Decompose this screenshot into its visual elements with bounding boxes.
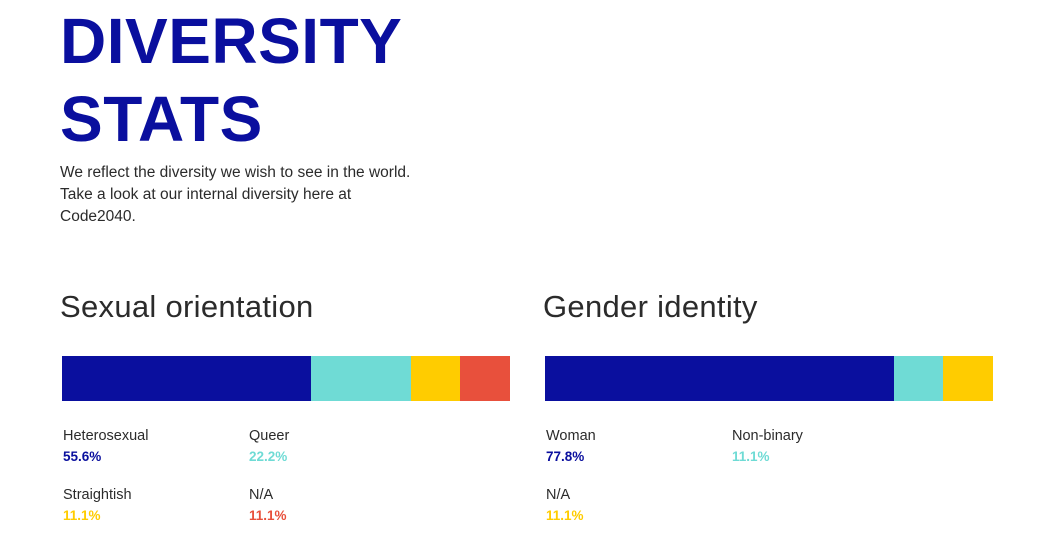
bar-segment-woman [545,356,894,401]
legend-value: 11.1% [249,508,287,523]
legend-item-heterosexual: Heterosexual 55.6% [63,427,243,466]
bar-segment-heterosexual [62,356,312,401]
page-title-line-1: DIVERSITY [60,5,403,77]
legend-label: Woman [546,428,596,444]
legend-item-na: N/A 11.1% [546,486,726,525]
intro-text: We reflect the diversity we wish to see … [60,164,411,225]
bar-segment-queer [311,356,411,401]
gender-identity-legend: Woman 77.8% Non-binary 11.1% N/A 11.1% [546,427,926,537]
legend-label: Queer [249,428,290,444]
legend-label: Heterosexual [63,428,149,444]
gender-identity-section: Gender identity Woman 77.8% Non-binary 1… [543,284,993,523]
page-title-line-2: STATS [60,83,263,155]
legend-label: Straightish [63,487,132,503]
bar-segment-na [943,356,993,401]
legend-label: N/A [546,487,571,503]
legend-label: N/A [249,487,274,503]
legend-value: 22.2% [249,449,288,464]
sexual-orientation-bar [62,356,510,401]
legend-item-queer: Queer 22.2% [249,427,429,466]
sexual-orientation-heading: Sexual orientation [60,289,314,324]
sexual-orientation-legend: Heterosexual 55.6% Queer 22.2% Straighti… [63,427,443,537]
gender-identity-heading: Gender identity [543,289,758,324]
legend-value: 11.1% [732,449,770,464]
legend-value: 55.6% [63,449,102,464]
bar-segment-non-binary [893,356,944,401]
legend-value: 11.1% [546,508,584,523]
bar-segment-na [460,356,510,401]
legend-item-woman: Woman 77.8% [546,427,726,466]
legend-item-non-binary: Non-binary 11.1% [732,427,912,466]
page-title: DIVERSITY STATS [60,2,402,158]
legend-item-na: N/A 11.1% [249,486,429,525]
sexual-orientation-section: Sexual orientation Heterosexual 55.6% Qu… [60,284,510,523]
legend-item-straightish: Straightish 11.1% [63,486,243,525]
legend-value: 11.1% [63,508,101,523]
legend-value: 77.8% [546,449,585,464]
bar-segment-straightish [410,356,461,401]
legend-label: Non-binary [732,428,803,444]
gender-identity-bar [545,356,993,401]
